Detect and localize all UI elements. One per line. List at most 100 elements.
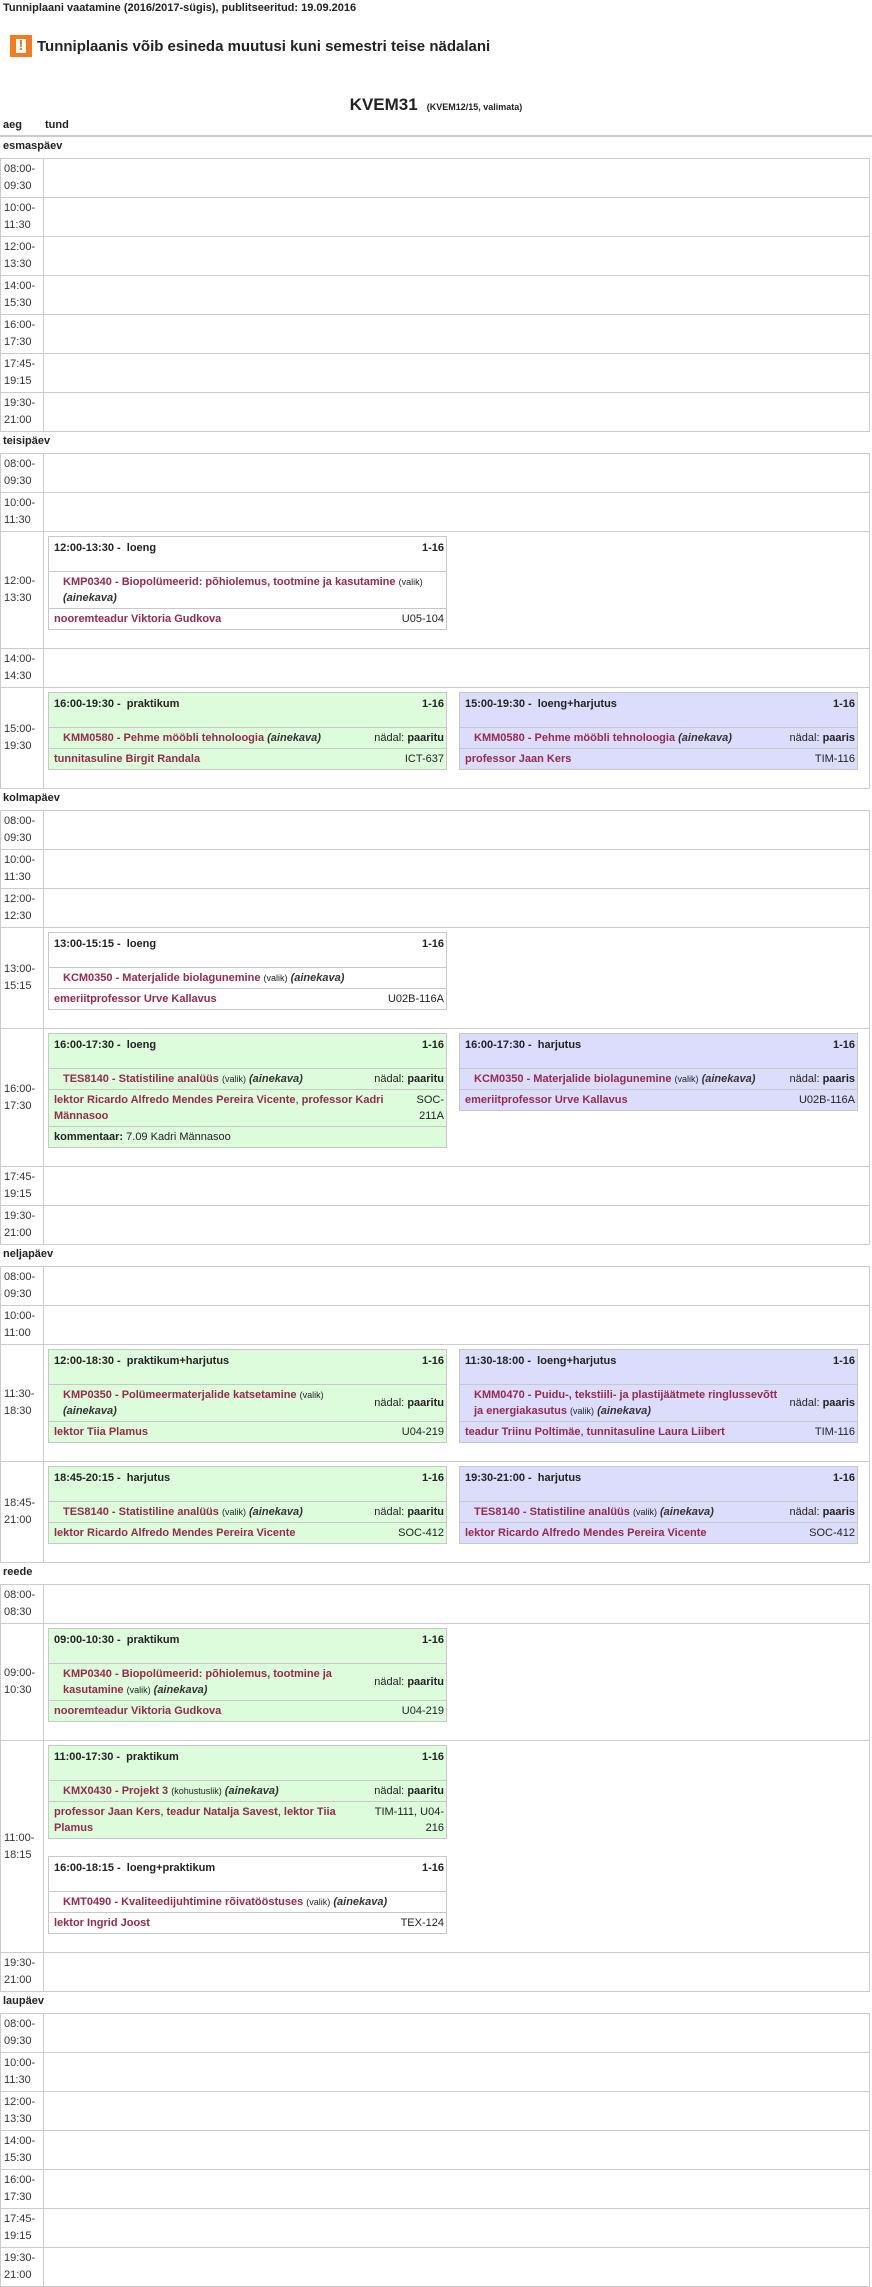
lesson-column: 16:00-17:30 - loeng 1-16 TES8140 - Statist…	[48, 1033, 447, 1148]
slot-start: 10:00-	[4, 497, 36, 509]
slot-end: 13:30	[4, 2113, 32, 2125]
syllabus-link[interactable]: (ainekava)	[333, 1896, 388, 1908]
time-slot-row: 08:00- 09:30	[0, 2013, 870, 2053]
lesson-card: 12:00-18:30 - praktikum+harjutus 1-16 KMP0…	[48, 1349, 447, 1443]
time-cell: 12:00- 13:30	[0, 531, 44, 649]
group-subtitle: (KVEM12/15, valimata)	[426, 102, 523, 112]
course-link[interactable]: KMP0340 - Biopolümeerid: põhiolemus, too…	[63, 576, 396, 588]
comment: kommentaar: 7.09 Kadri Männasoo	[54, 1129, 231, 1145]
course-link[interactable]: KMT0490 - Kvaliteedijuhtimine rõivatööst…	[63, 1896, 304, 1908]
room: U02B-116A	[798, 1094, 855, 1106]
time-slot-row: 19:30- 21:00	[0, 2247, 870, 2287]
room: U05-104	[401, 613, 444, 625]
slot-start: 16:00-	[4, 1082, 36, 1095]
lesson-type: harjutus	[126, 1472, 171, 1484]
week-value: paaris	[822, 1073, 855, 1085]
time-cell: 11:30- 18:30	[0, 1344, 44, 1462]
slot-start: 14:00-	[4, 2135, 36, 2147]
slot-end: 09:30	[4, 180, 32, 192]
course-link[interactable]: KMX0430 - Projekt 3	[63, 1785, 169, 1797]
time-slot-row: 10:00- 11:00	[0, 1305, 870, 1345]
lesson-cell	[43, 158, 870, 198]
teachers: nooremteadur Viktoria Gudkova	[54, 611, 221, 627]
lesson-card: 15:00-19:30 - loeng+harjutus 1-16 KMM0580 …	[459, 692, 858, 770]
slot-end: 21:00	[4, 1514, 32, 1526]
lesson-time-type: 19:30-21:00 - harjutus	[465, 1471, 581, 1501]
teacher-link[interactable]: emeriitprofessor Urve Kallavus	[54, 993, 217, 1005]
course-link[interactable]: KMM0580 - Pehme mööbli tehnoloogia	[63, 732, 265, 744]
syllabus-link[interactable]: (ainekava)	[267, 732, 321, 744]
teacher-link[interactable]: lektor Ricardo Alfredo Mendes Pereira Vi…	[465, 1527, 707, 1539]
teachers: emeriitprofessor Urve Kallavus	[465, 1092, 628, 1108]
teacher-link[interactable]: lektor Ingrid Joost	[54, 1917, 150, 1929]
course-link[interactable]: KCM0350 - Materjalide biolagunemine	[63, 972, 261, 984]
teacher-row: lektor Ricardo Alfredo Mendes Pereira Vi…	[460, 1522, 857, 1543]
syllabus-link[interactable]: (ainekava)	[224, 1785, 279, 1797]
syllabus-link[interactable]: (ainekava)	[290, 972, 345, 984]
course-link[interactable]: KMM0580 - Pehme mööbli tehnoloogia	[474, 732, 676, 744]
lesson-type: loeng	[126, 938, 157, 950]
room: SOC-211A	[416, 1094, 445, 1122]
teacher-link[interactable]: emeriitprofessor Urve Kallavus	[465, 1094, 628, 1106]
teacher-link[interactable]: professor Jaan Kers	[465, 753, 572, 765]
course-link[interactable]: KMM0470 - Puidu-, tekstiili- ja plastijä…	[474, 1389, 778, 1417]
teacher-row: emeriitprofessor Urve Kallavus U02B-116A	[460, 1089, 857, 1110]
lesson-time: 16:00-18:15 -	[54, 1862, 121, 1874]
time-slot-row: 13:00- 15:15 13:00-15:15 - loeng 1-16 KCM035…	[0, 927, 870, 1029]
lesson-type: loeng	[126, 542, 157, 554]
course-link[interactable]: TES8140 - Statistiline analüüs	[474, 1506, 630, 1518]
time-cell: 17:45- 19:15	[0, 1166, 44, 1206]
slot-start: 11:00-	[4, 1831, 35, 1844]
group-heading: KVEM31 (KVEM12/15, valimata)	[0, 95, 872, 117]
lesson-card: 18:45-20:15 - harjutus 1-16 TES8140 - Stat…	[48, 1466, 447, 1544]
time-slot-row: 14:00- 15:30	[0, 275, 870, 315]
teacher-link[interactable]: lektor Tiia Plamus	[54, 1426, 148, 1438]
course-link[interactable]: KMP0350 - Polümeermaterjalide katsetamin…	[63, 1389, 297, 1401]
teacher-link[interactable]: lektor Ricardo Alfredo Mendes Pereira Vi…	[54, 1527, 296, 1539]
course-link[interactable]: TES8140 - Statistiline analüüs	[63, 1073, 219, 1085]
teacher-link[interactable]: lektor Ricardo Alfredo Mendes Pereira Vi…	[54, 1094, 296, 1106]
syllabus-link[interactable]: (ainekava)	[153, 1684, 208, 1696]
week-parity: nädal: paaritu	[368, 1674, 444, 1690]
lesson-weeks: 1-16	[832, 1039, 855, 1051]
week-label: nädal:	[789, 1397, 820, 1409]
syllabus-link[interactable]: (ainekava)	[249, 1073, 303, 1085]
course-info: KMM0580 - Pehme mööbli tehnoloogia (aine…	[465, 730, 732, 746]
teacher-link[interactable]: nooremteadur Viktoria Gudkova	[54, 1705, 222, 1717]
syllabus-link[interactable]: (ainekava)	[63, 1405, 117, 1417]
syllabus-link[interactable]: (ainekava)	[678, 732, 732, 744]
lesson-card: 16:00-18:15 - loeng+praktikum 1-16 KMT0490…	[48, 1856, 447, 1934]
slot-end: 09:30	[4, 475, 32, 487]
lesson-columns: 11:00-17:30 - praktikum 1-16 KMX0430 - Pro…	[48, 1745, 864, 1934]
time-slot-row: 14:00- 15:30	[0, 2130, 870, 2170]
syllabus-link[interactable]: (ainekava)	[701, 1073, 756, 1085]
lesson-columns: 09:00-10:30 - praktikum 1-16 KMP0340 - Bio…	[48, 1628, 864, 1722]
week-parity: nädal: paaritu	[368, 730, 444, 746]
teacher-link[interactable]: tunnitasuline Birgit Randala	[54, 753, 201, 765]
teacher-link[interactable]: professor Kadri Männasoo	[54, 1094, 384, 1122]
teacher-link[interactable]: tunnitasuline Laura Liibert	[586, 1426, 725, 1438]
course-info: KMM0470 - Puidu-, tekstiili- ja plastijä…	[465, 1387, 784, 1419]
time-slot-row: 11:00- 18:15 11:00-17:30 - praktikum 1-16 KM…	[0, 1740, 870, 1953]
teacher-link[interactable]: lektor Tiia Plamus	[54, 1806, 336, 1834]
day-table: 08:00- 09:30 10:00- 11:00 11:30- 18:30 12:00-1…	[0, 1266, 870, 1563]
time-cell: 08:00- 09:30	[0, 1266, 44, 1306]
time-slot-row: 17:45- 19:15	[0, 1166, 870, 1206]
syllabus-link[interactable]: (ainekava)	[660, 1506, 714, 1518]
course-link[interactable]: KCM0350 - Materjalide biolagunemine	[474, 1073, 672, 1085]
lesson-cell	[43, 2208, 870, 2248]
syllabus-link[interactable]: (ainekava)	[63, 592, 117, 604]
teacher-link[interactable]: teadur Natalja Savest	[166, 1806, 278, 1818]
syllabus-link[interactable]: (ainekava)	[249, 1506, 303, 1518]
lesson-card: 16:00-19:30 - praktikum 1-16 KMM0580 - Peh…	[48, 692, 447, 770]
teacher-link[interactable]: professor Jaan Kers	[54, 1806, 161, 1818]
course-link[interactable]: TES8140 - Statistiline analüüs	[63, 1506, 219, 1518]
slot-end: 10:30	[4, 1684, 32, 1696]
teacher-link[interactable]: nooremteadur Viktoria Gudkova	[54, 613, 222, 625]
syllabus-link[interactable]: (ainekava)	[597, 1405, 651, 1417]
lesson-time-type: 09:00-10:30 - praktikum	[54, 1633, 179, 1663]
teacher-link[interactable]: teadur Triinu Poltimäe	[465, 1426, 581, 1438]
course-link[interactable]: KMP0340 - Biopolümeerid: põhiolemus, too…	[63, 1668, 332, 1696]
teachers: teadur Triinu Poltimäe, tunnitasuline La…	[465, 1426, 725, 1438]
lesson-header: 12:00-13:30 - loeng 1-16	[49, 537, 446, 571]
